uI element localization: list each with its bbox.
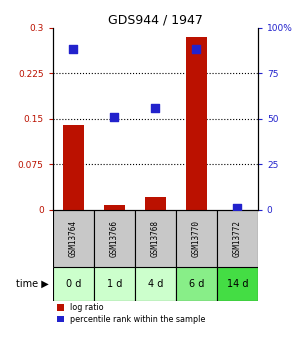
Point bbox=[194, 47, 199, 52]
Bar bbox=[135, 267, 176, 301]
Text: 0 d: 0 d bbox=[66, 279, 81, 289]
Text: GSM13772: GSM13772 bbox=[233, 220, 242, 257]
Point bbox=[71, 47, 76, 52]
Text: time ▶: time ▶ bbox=[16, 279, 49, 289]
Bar bbox=[63, 125, 84, 210]
Text: 14 d: 14 d bbox=[226, 279, 248, 289]
Text: 6 d: 6 d bbox=[189, 279, 204, 289]
Text: GSM13770: GSM13770 bbox=[192, 220, 201, 257]
Bar bbox=[186, 37, 207, 210]
Bar bbox=[94, 210, 135, 267]
Bar bbox=[176, 210, 217, 267]
Text: 1 d: 1 d bbox=[107, 279, 122, 289]
Bar bbox=[217, 267, 258, 301]
Bar bbox=[94, 267, 135, 301]
Bar bbox=[135, 210, 176, 267]
Bar bbox=[104, 205, 125, 210]
Text: GSM13768: GSM13768 bbox=[151, 220, 160, 257]
Text: 4 d: 4 d bbox=[148, 279, 163, 289]
Text: GSM13764: GSM13764 bbox=[69, 220, 78, 257]
Legend: log ratio, percentile rank within the sample: log ratio, percentile rank within the sa… bbox=[57, 303, 206, 324]
Point bbox=[153, 105, 158, 111]
Bar bbox=[217, 210, 258, 267]
Bar bbox=[176, 267, 217, 301]
Bar bbox=[53, 210, 94, 267]
Text: GSM13766: GSM13766 bbox=[110, 220, 119, 257]
Point bbox=[112, 114, 117, 120]
Point bbox=[235, 205, 240, 211]
Title: GDS944 / 1947: GDS944 / 1947 bbox=[108, 13, 203, 27]
Bar bbox=[53, 267, 94, 301]
Bar bbox=[145, 197, 166, 210]
